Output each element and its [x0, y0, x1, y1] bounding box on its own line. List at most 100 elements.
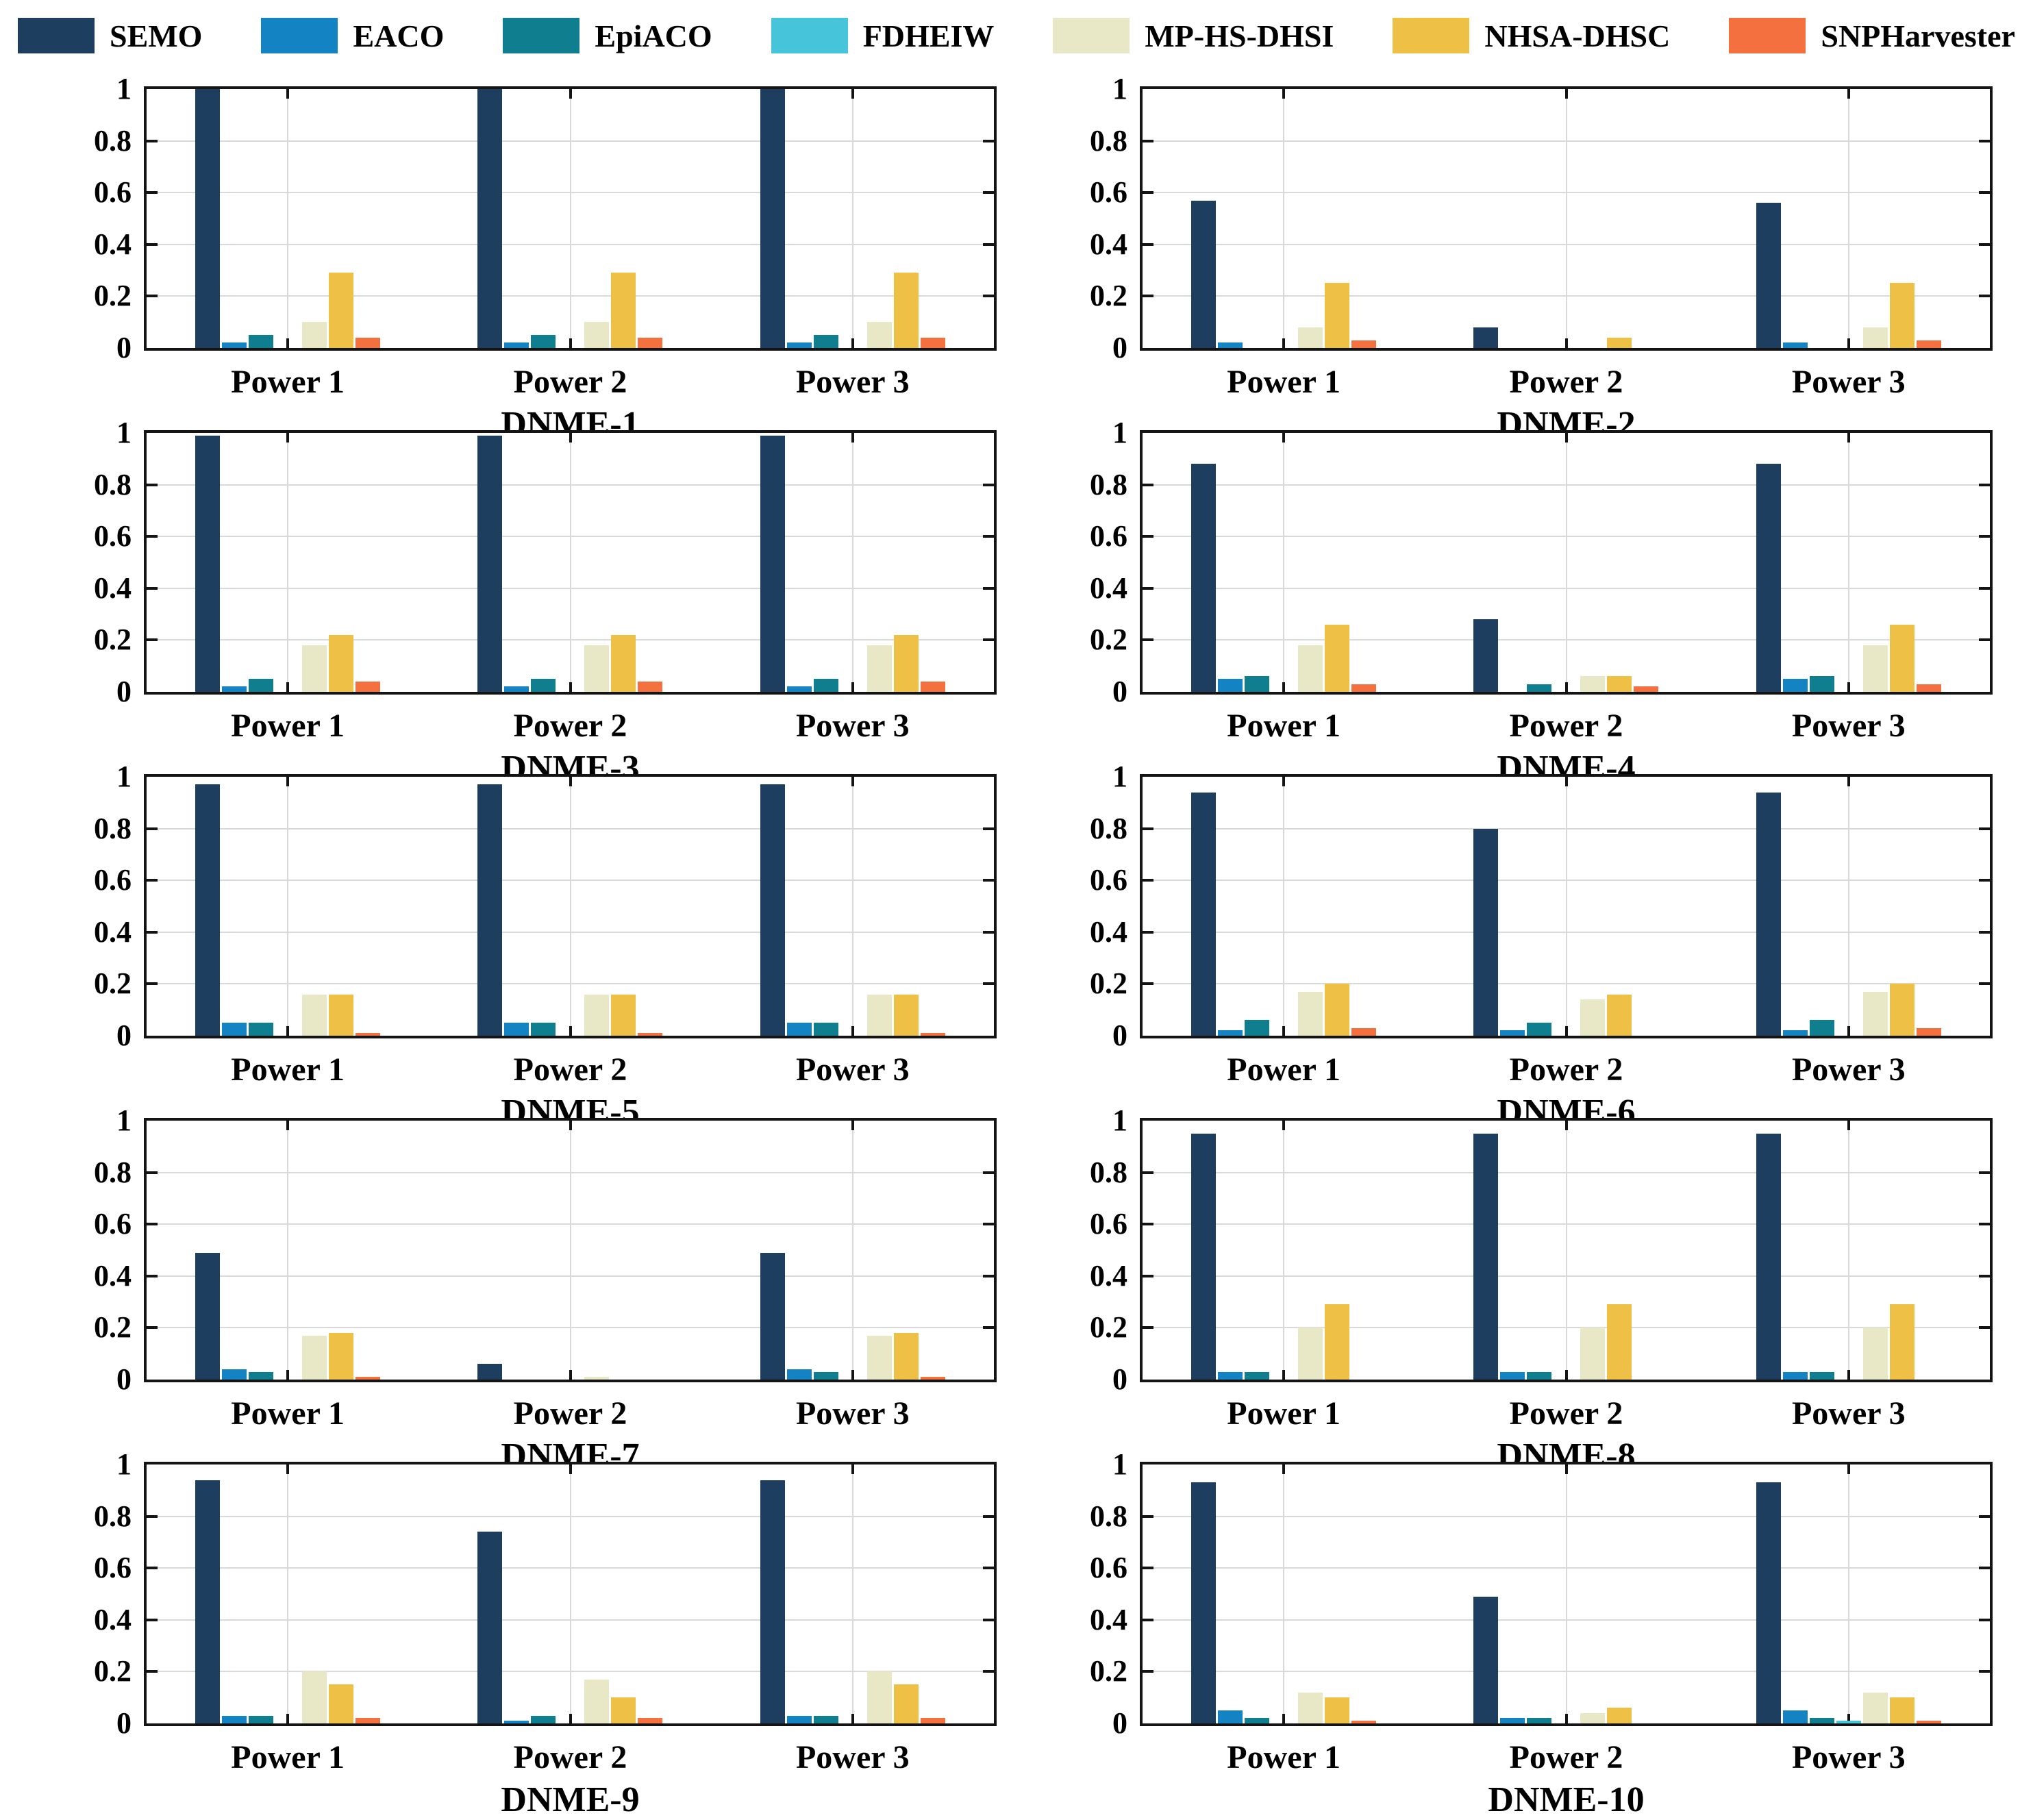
- y-tick-mark: [983, 586, 994, 590]
- y-axis-tick-label: 1: [116, 760, 132, 793]
- bar-nhsa-dhsc-3: [1889, 984, 1914, 1036]
- y-axis-tick-label: 0.2: [94, 967, 132, 1001]
- x-tick-mark: [851, 777, 854, 786]
- x-axis-label: Power 2: [1509, 1051, 1623, 1088]
- plot-area: [144, 1118, 997, 1382]
- y-axis-tick-label: 0.2: [1090, 279, 1127, 313]
- y-tick-mark: [1979, 191, 1990, 195]
- x-tick-mark: [1564, 1121, 1568, 1130]
- v-gridline: [569, 777, 571, 1036]
- bar-eaco-1: [222, 686, 247, 692]
- x-tick-mark: [1564, 89, 1568, 99]
- x-tick-mark: [1282, 777, 1286, 786]
- legend-label: FDHEIW: [862, 18, 995, 53]
- bar-nhsa-dhsc-2: [611, 635, 636, 692]
- bar-nhsa-dhsc-2: [611, 995, 636, 1036]
- bar-epiaco-1: [249, 1716, 274, 1723]
- x-tick-mark: [1847, 777, 1850, 786]
- v-gridline: [1565, 777, 1567, 1036]
- bar-group-3: [712, 777, 994, 1036]
- y-axis-tick-label: 0: [116, 675, 132, 708]
- y-tick-mark: [147, 1670, 158, 1673]
- y-tick-mark: [1979, 1670, 1990, 1673]
- x-tick-mark: [851, 1370, 854, 1380]
- bar-nhsa-dhsc-1: [1325, 984, 1350, 1036]
- y-axis-tick-label: 0.8: [1090, 467, 1127, 501]
- v-gridline: [1847, 433, 1849, 692]
- x-axis-label: Power 1: [231, 1051, 345, 1088]
- y-tick-mark: [147, 295, 158, 298]
- y-tick-mark: [1979, 879, 1990, 882]
- y-axis-tick-label: 0.4: [94, 227, 132, 261]
- y-tick-mark: [147, 1223, 158, 1226]
- bar-groups: [1143, 1121, 1990, 1380]
- y-axis-tick-label: 0.4: [1090, 1602, 1127, 1636]
- v-gridline: [1847, 1464, 1849, 1723]
- y-tick-mark: [983, 1567, 994, 1570]
- x-axis-label: Power 1: [231, 1395, 345, 1432]
- y-axis-tick-label: 0.2: [94, 1310, 132, 1345]
- legend-label: NHSA-DHSC: [1484, 18, 1671, 53]
- bar-mp-hs-dhsi-1: [302, 995, 327, 1036]
- bar-semo-1: [1191, 1482, 1217, 1723]
- x-tick-mark: [286, 1714, 290, 1723]
- subplot-dnme-4: 1 0.8 0.6 0.4 0.2 0 Power 1 Power 2 Power 3 DNME-…: [1016, 411, 2033, 788]
- bar-snpharvester-1: [356, 682, 381, 692]
- bar-semo-3: [760, 1253, 785, 1380]
- x-axis-label: Power 2: [513, 1051, 627, 1088]
- bar-eaco-2: [1500, 1030, 1525, 1036]
- y-tick-mark: [147, 930, 158, 934]
- bar-eaco-1: [1218, 342, 1243, 348]
- y-tick-mark: [983, 638, 994, 642]
- y-tick-mark: [147, 1567, 158, 1570]
- plot-area: [1140, 430, 1993, 695]
- y-tick-mark: [1143, 242, 1153, 246]
- bar-group-1: [147, 89, 429, 348]
- x-tick-mark: [286, 1026, 290, 1036]
- x-tick-mark: [851, 1026, 854, 1036]
- bar-groups: [1143, 433, 1990, 692]
- y-axis-tick-label: 0.8: [94, 123, 132, 158]
- bar-snpharvester-3: [920, 1377, 945, 1380]
- y-axis-tick-label: 0.6: [94, 863, 132, 897]
- bar-semo-3: [760, 784, 785, 1036]
- bar-snpharvester-2: [638, 682, 663, 692]
- bar-nhsa-dhsc-2: [1607, 1708, 1632, 1723]
- bar-groups: [147, 89, 994, 348]
- bar-group-1: [1143, 89, 1425, 348]
- x-axis-label: Power 2: [1509, 1395, 1623, 1432]
- bar-mp-hs-dhsi-2: [584, 995, 610, 1036]
- y-axis-tick-label: 0.8: [94, 1499, 132, 1533]
- legend-label: MP-HS-DHSI: [1145, 18, 1334, 53]
- y-tick-mark: [983, 242, 994, 246]
- y-tick-mark: [147, 1326, 158, 1330]
- x-tick-mark: [1564, 1370, 1568, 1380]
- bar-semo-2: [477, 436, 503, 692]
- bar-eaco-3: [1782, 342, 1808, 348]
- x-tick-mark: [1564, 433, 1568, 442]
- bar-mp-hs-dhsi-1: [1298, 1327, 1323, 1380]
- x-tick-mark: [1564, 1714, 1568, 1723]
- bar-mp-hs-dhsi-3: [866, 645, 892, 692]
- bar-group-2: [429, 433, 711, 692]
- bar-eaco-3: [786, 1716, 812, 1723]
- x-axis-label: Power 1: [1227, 1051, 1341, 1088]
- legend-label: EACO: [353, 18, 445, 53]
- bar-snpharvester-1: [1351, 1028, 1377, 1036]
- y-axis-tick-label: 0.4: [1090, 571, 1127, 605]
- x-axis-label: Power 2: [513, 364, 627, 400]
- bar-epiaco-1: [1245, 676, 1270, 692]
- bar-semo-1: [195, 89, 221, 348]
- y-tick-mark: [147, 827, 158, 830]
- bar-group-3: [1708, 89, 1990, 348]
- y-tick-mark: [1143, 1514, 1153, 1518]
- x-tick-mark: [1564, 777, 1568, 786]
- x-axis-label: Power 1: [231, 708, 345, 744]
- y-axis-tick-label: 0.2: [1090, 623, 1127, 657]
- v-gridline: [1847, 777, 1849, 1036]
- bar-eaco-3: [786, 342, 812, 348]
- x-tick-mark: [1564, 1464, 1568, 1474]
- y-axis-tick-label: 0.6: [1090, 175, 1127, 210]
- bar-mp-hs-dhsi-2: [584, 645, 610, 692]
- bar-snpharvester-3: [1916, 1721, 1941, 1723]
